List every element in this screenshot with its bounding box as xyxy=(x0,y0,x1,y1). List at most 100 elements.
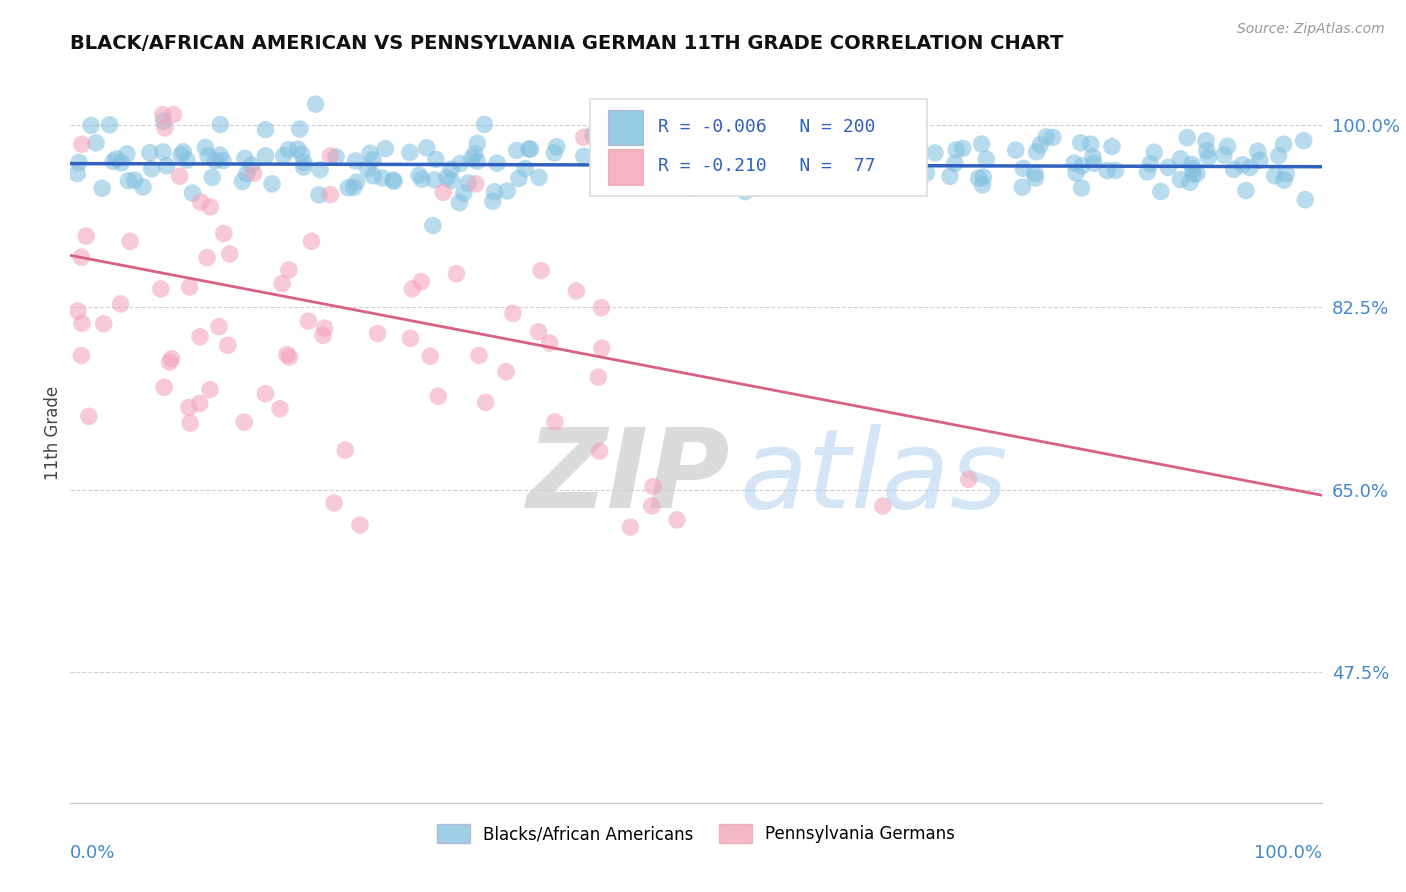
Point xyxy=(738,162,761,177)
Point xyxy=(839,169,862,184)
Point xyxy=(595,150,617,164)
Point xyxy=(1249,153,1271,168)
Point xyxy=(301,235,323,249)
Point xyxy=(110,297,132,311)
FancyBboxPatch shape xyxy=(589,99,928,195)
Point xyxy=(619,520,641,534)
Point xyxy=(80,119,103,133)
Point xyxy=(1004,143,1026,157)
Legend: Blacks/African Americans, Pennsylvania Germans: Blacks/African Americans, Pennsylvania G… xyxy=(430,817,962,850)
Point xyxy=(233,415,256,429)
Point xyxy=(382,173,405,187)
Point xyxy=(713,124,735,138)
Point xyxy=(169,169,191,184)
Point xyxy=(889,154,911,169)
Point xyxy=(188,329,211,343)
Point xyxy=(811,176,834,190)
Point xyxy=(254,149,277,163)
Point xyxy=(432,186,454,200)
Point xyxy=(464,146,486,161)
Point xyxy=(188,396,211,410)
Point xyxy=(1070,159,1092,173)
Point xyxy=(1178,175,1201,189)
Point xyxy=(481,194,503,209)
Point xyxy=(423,173,446,187)
Point xyxy=(153,380,176,394)
Point xyxy=(1080,137,1102,152)
Point xyxy=(337,181,360,195)
Point xyxy=(66,304,89,318)
Point xyxy=(408,168,430,182)
Point xyxy=(599,174,621,188)
Point xyxy=(1083,156,1105,170)
Point xyxy=(593,169,616,183)
Point xyxy=(103,154,125,169)
Point xyxy=(217,338,239,352)
Point xyxy=(703,106,725,120)
Point xyxy=(572,130,595,145)
Point xyxy=(457,176,479,190)
Point xyxy=(665,513,688,527)
Point xyxy=(546,139,568,153)
Point xyxy=(527,325,550,339)
Point xyxy=(527,170,550,185)
Point xyxy=(70,250,93,264)
Point xyxy=(271,277,294,291)
Point xyxy=(972,169,994,184)
Y-axis label: 11th Grade: 11th Grade xyxy=(44,385,62,480)
Point xyxy=(218,247,240,261)
Point xyxy=(105,152,128,166)
Point xyxy=(943,156,966,170)
Point xyxy=(710,179,733,194)
Point xyxy=(156,159,179,173)
Point xyxy=(591,301,613,315)
Point xyxy=(367,326,389,341)
Point xyxy=(181,186,204,200)
Point xyxy=(436,170,458,185)
Point xyxy=(446,267,468,281)
Point xyxy=(915,166,938,180)
Point xyxy=(1239,161,1261,175)
Text: Source: ZipAtlas.com: Source: ZipAtlas.com xyxy=(1237,22,1385,37)
Point xyxy=(371,170,394,185)
Point xyxy=(543,145,565,160)
Point xyxy=(179,416,201,430)
Point xyxy=(117,174,139,188)
FancyBboxPatch shape xyxy=(609,149,644,185)
Point xyxy=(924,145,946,160)
Point xyxy=(1234,184,1257,198)
Point xyxy=(856,142,879,156)
Text: 100.0%: 100.0% xyxy=(1254,844,1322,862)
Point xyxy=(1181,161,1204,176)
Point xyxy=(162,107,184,121)
Point xyxy=(149,282,172,296)
Point xyxy=(486,156,509,170)
Point xyxy=(179,280,201,294)
Point xyxy=(160,351,183,366)
Point xyxy=(1170,172,1192,186)
Point xyxy=(808,171,831,186)
Text: 0.0%: 0.0% xyxy=(70,844,115,862)
Point xyxy=(425,153,447,167)
Point xyxy=(952,141,974,155)
Point xyxy=(967,171,990,186)
Point xyxy=(530,263,553,277)
Point xyxy=(643,479,665,493)
Point xyxy=(762,164,785,178)
Point xyxy=(152,114,174,128)
Point xyxy=(721,173,744,187)
Point xyxy=(422,219,444,233)
Point xyxy=(309,162,332,177)
Point xyxy=(260,177,283,191)
Point xyxy=(276,348,298,362)
Point xyxy=(970,136,993,151)
Point xyxy=(124,173,146,187)
Point xyxy=(70,349,93,363)
Point xyxy=(884,163,907,178)
Point xyxy=(401,282,423,296)
Point xyxy=(852,127,875,141)
Point xyxy=(538,335,561,350)
Point xyxy=(1222,162,1244,177)
Point xyxy=(484,185,506,199)
Point xyxy=(292,160,315,174)
